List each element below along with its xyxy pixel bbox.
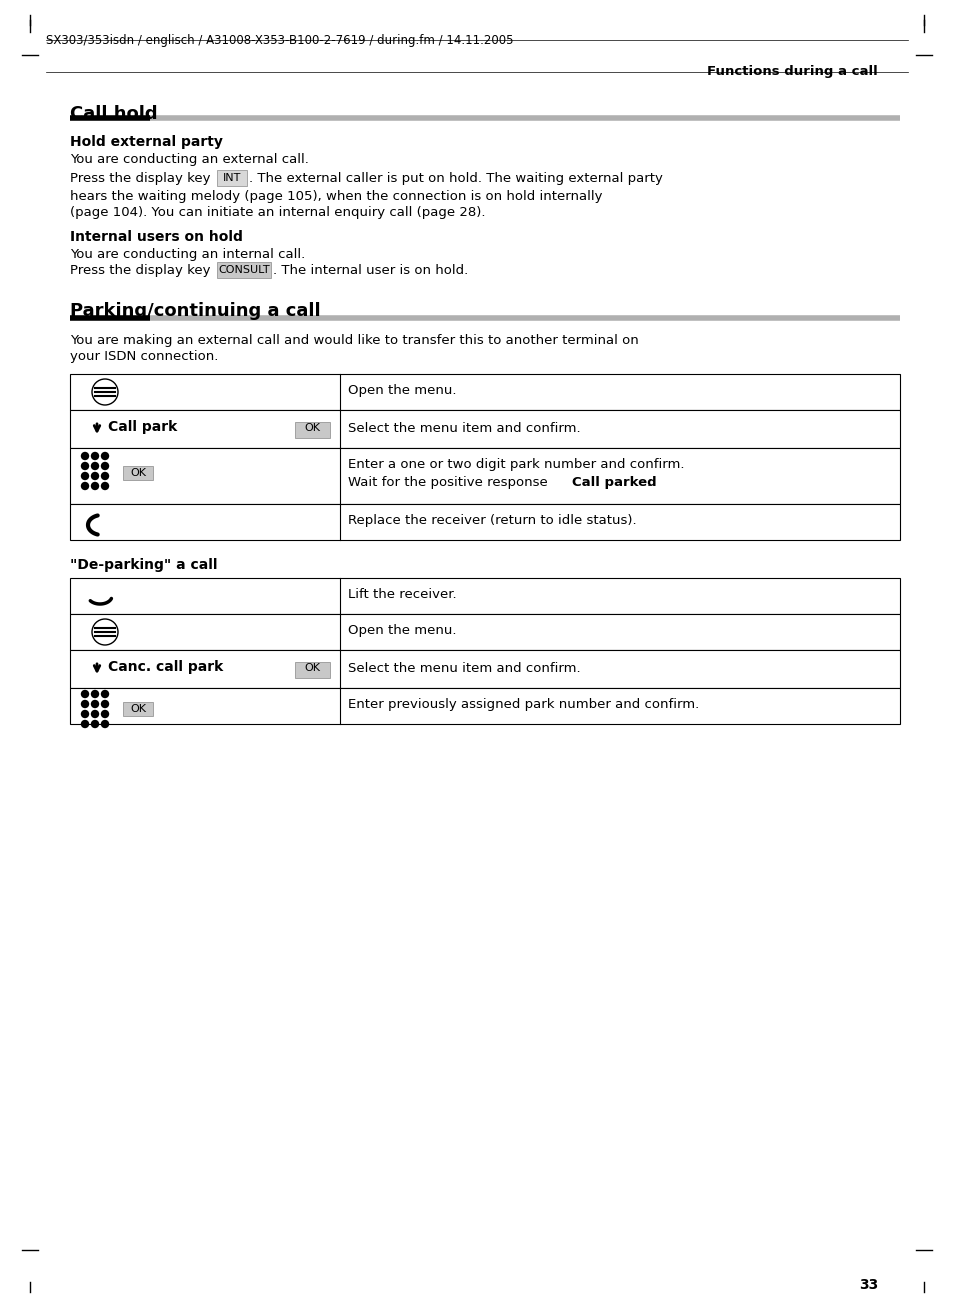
Circle shape xyxy=(101,463,109,469)
Circle shape xyxy=(91,452,98,460)
Text: OK: OK xyxy=(130,704,146,714)
Bar xyxy=(123,702,152,716)
Text: OK: OK xyxy=(130,468,146,478)
Bar xyxy=(70,687,899,724)
Circle shape xyxy=(91,701,98,707)
Circle shape xyxy=(91,720,98,728)
Text: CONSULT: CONSULT xyxy=(218,265,270,274)
Text: You are making an external call and would like to transfer this to another termi: You are making an external call and woul… xyxy=(70,335,639,346)
FancyBboxPatch shape xyxy=(216,261,271,278)
Text: Canc. call park: Canc. call park xyxy=(108,660,223,674)
Text: Call hold: Call hold xyxy=(70,105,157,123)
Text: Open the menu.: Open the menu. xyxy=(348,384,456,397)
Bar xyxy=(70,505,899,540)
Bar xyxy=(70,410,899,448)
Text: Enter a one or two digit park number and confirm.: Enter a one or two digit park number and… xyxy=(348,457,684,471)
Text: (page 104). You can initiate an internal enquiry call (page 28).: (page 104). You can initiate an internal… xyxy=(70,207,485,220)
Circle shape xyxy=(81,701,89,707)
Bar xyxy=(70,614,899,650)
Text: your ISDN connection.: your ISDN connection. xyxy=(70,350,218,363)
Text: Lift the receiver.: Lift the receiver. xyxy=(348,588,456,601)
Text: You are conducting an internal call.: You are conducting an internal call. xyxy=(70,248,305,261)
Text: Press the display key: Press the display key xyxy=(70,264,214,277)
Text: OK: OK xyxy=(304,663,320,673)
Circle shape xyxy=(81,482,89,490)
Text: Enter previously assigned park number and confirm.: Enter previously assigned park number an… xyxy=(348,698,699,711)
Text: Call park: Call park xyxy=(108,420,177,434)
Text: Wait for the positive response: Wait for the positive response xyxy=(348,476,552,489)
FancyBboxPatch shape xyxy=(216,170,247,186)
Text: Internal users on hold: Internal users on hold xyxy=(70,230,243,244)
Text: Select the menu item and confirm.: Select the menu item and confirm. xyxy=(348,663,580,674)
Circle shape xyxy=(81,720,89,728)
Text: OK: OK xyxy=(304,423,320,433)
Circle shape xyxy=(91,711,98,718)
Text: Replace the receiver (return to idle status).: Replace the receiver (return to idle sta… xyxy=(348,514,636,527)
Text: Functions during a call: Functions during a call xyxy=(706,65,877,78)
Text: . The external caller is put on hold. The waiting external party: . The external caller is put on hold. Th… xyxy=(249,173,662,186)
Circle shape xyxy=(91,473,98,480)
Text: "De-parking" a call: "De-parking" a call xyxy=(70,558,217,572)
Text: Press the display key: Press the display key xyxy=(70,173,214,186)
Bar xyxy=(70,448,899,505)
Circle shape xyxy=(81,690,89,698)
Text: Call parked: Call parked xyxy=(572,476,656,489)
Circle shape xyxy=(101,701,109,707)
Circle shape xyxy=(91,463,98,469)
Bar xyxy=(294,663,330,678)
Circle shape xyxy=(101,690,109,698)
Text: You are conducting an external call.: You are conducting an external call. xyxy=(70,153,309,166)
Bar xyxy=(70,578,899,614)
Text: INT: INT xyxy=(223,173,241,183)
Circle shape xyxy=(101,711,109,718)
Circle shape xyxy=(101,482,109,490)
Circle shape xyxy=(81,711,89,718)
Text: SX303/353isdn / englisch / A31008-X353-B100-2-7619 / during.fm / 14.11.2005: SX303/353isdn / englisch / A31008-X353-B… xyxy=(46,34,513,47)
Circle shape xyxy=(81,452,89,460)
Text: . The internal user is on hold.: . The internal user is on hold. xyxy=(273,264,468,277)
Circle shape xyxy=(81,473,89,480)
Circle shape xyxy=(101,452,109,460)
Bar xyxy=(70,374,899,410)
Circle shape xyxy=(101,473,109,480)
Text: Parking/continuing a call: Parking/continuing a call xyxy=(70,302,320,320)
Text: Select the menu item and confirm.: Select the menu item and confirm. xyxy=(348,422,580,435)
Circle shape xyxy=(91,690,98,698)
Bar xyxy=(70,650,899,687)
Text: Hold external party: Hold external party xyxy=(70,135,223,149)
Circle shape xyxy=(81,463,89,469)
Text: Open the menu.: Open the menu. xyxy=(348,623,456,637)
Text: .: . xyxy=(646,476,651,489)
Text: 33: 33 xyxy=(858,1278,877,1293)
Circle shape xyxy=(101,720,109,728)
Bar xyxy=(294,422,330,438)
Text: hears the waiting melody (page 105), when the connection is on hold internally: hears the waiting melody (page 105), whe… xyxy=(70,190,602,203)
Circle shape xyxy=(91,482,98,490)
Bar xyxy=(123,467,152,480)
